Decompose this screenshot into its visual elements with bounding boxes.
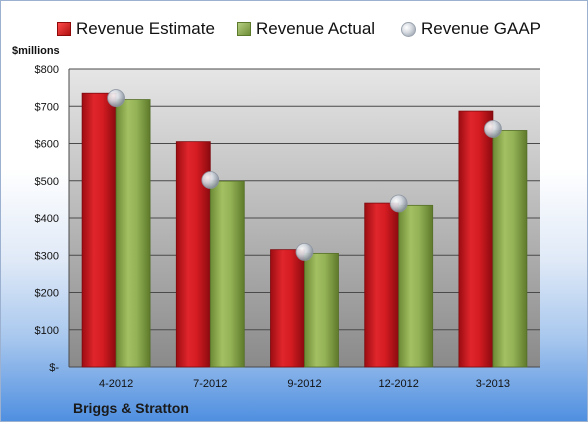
y-tick-label: $300	[35, 250, 59, 262]
chart-legend: Revenue Estimate Revenue Actual Revenue …	[1, 16, 587, 42]
marker-revenue-gaap	[483, 120, 502, 138]
y-tick-label: $700	[35, 101, 59, 113]
marker-revenue-gaap	[389, 194, 408, 213]
y-tick-label: $100	[35, 325, 59, 337]
x-tick-label: 3-2013	[476, 378, 510, 390]
legend-swatch-actual	[237, 22, 251, 36]
x-tick-label: 4-2012	[99, 378, 133, 390]
legend-label-estimate: Revenue Estimate	[76, 19, 215, 38]
legend-label-gaap: Revenue GAAP	[421, 19, 542, 38]
company-name: Briggs & Stratton	[73, 400, 189, 416]
bar-revenue-estimate	[364, 202, 400, 368]
bar-revenue-estimate	[270, 249, 305, 368]
x-tick-label: 12-2012	[379, 378, 419, 390]
bar-revenue-actual	[492, 130, 528, 368]
y-tick-label: $800	[35, 64, 59, 76]
legend-item-estimate: Revenue Estimate	[57, 16, 215, 42]
bar-revenue-estimate	[81, 92, 117, 368]
bar-revenue-actual	[115, 99, 151, 368]
marker-revenue-gaap	[107, 89, 125, 107]
y-tick-label: $600	[35, 139, 59, 151]
marker-revenue-gaap	[295, 242, 314, 261]
y-tick-label: $-	[49, 362, 59, 374]
y-tick-label: $200	[35, 288, 59, 300]
marker-revenue-gaap	[201, 171, 220, 189]
x-tick-label: 7-2012	[193, 378, 227, 390]
y-axis-unit-label: $millions	[12, 45, 60, 57]
legend-item-actual: Revenue Actual	[237, 16, 375, 42]
legend-swatch-gaap	[401, 21, 416, 37]
y-tick-label: $500	[35, 176, 59, 188]
legend-label-actual: Revenue Actual	[256, 19, 376, 38]
bar-revenue-actual	[304, 252, 339, 368]
x-tick-label: 9-2012	[287, 378, 321, 390]
bar-revenue-estimate	[458, 110, 494, 368]
bar-revenue-actual	[398, 204, 434, 368]
y-tick-label: $400	[35, 213, 59, 225]
legend-swatch-estimate	[57, 22, 71, 36]
bar-revenue-actual	[209, 180, 245, 368]
legend-item-gaap: Revenue GAAP	[401, 16, 541, 42]
